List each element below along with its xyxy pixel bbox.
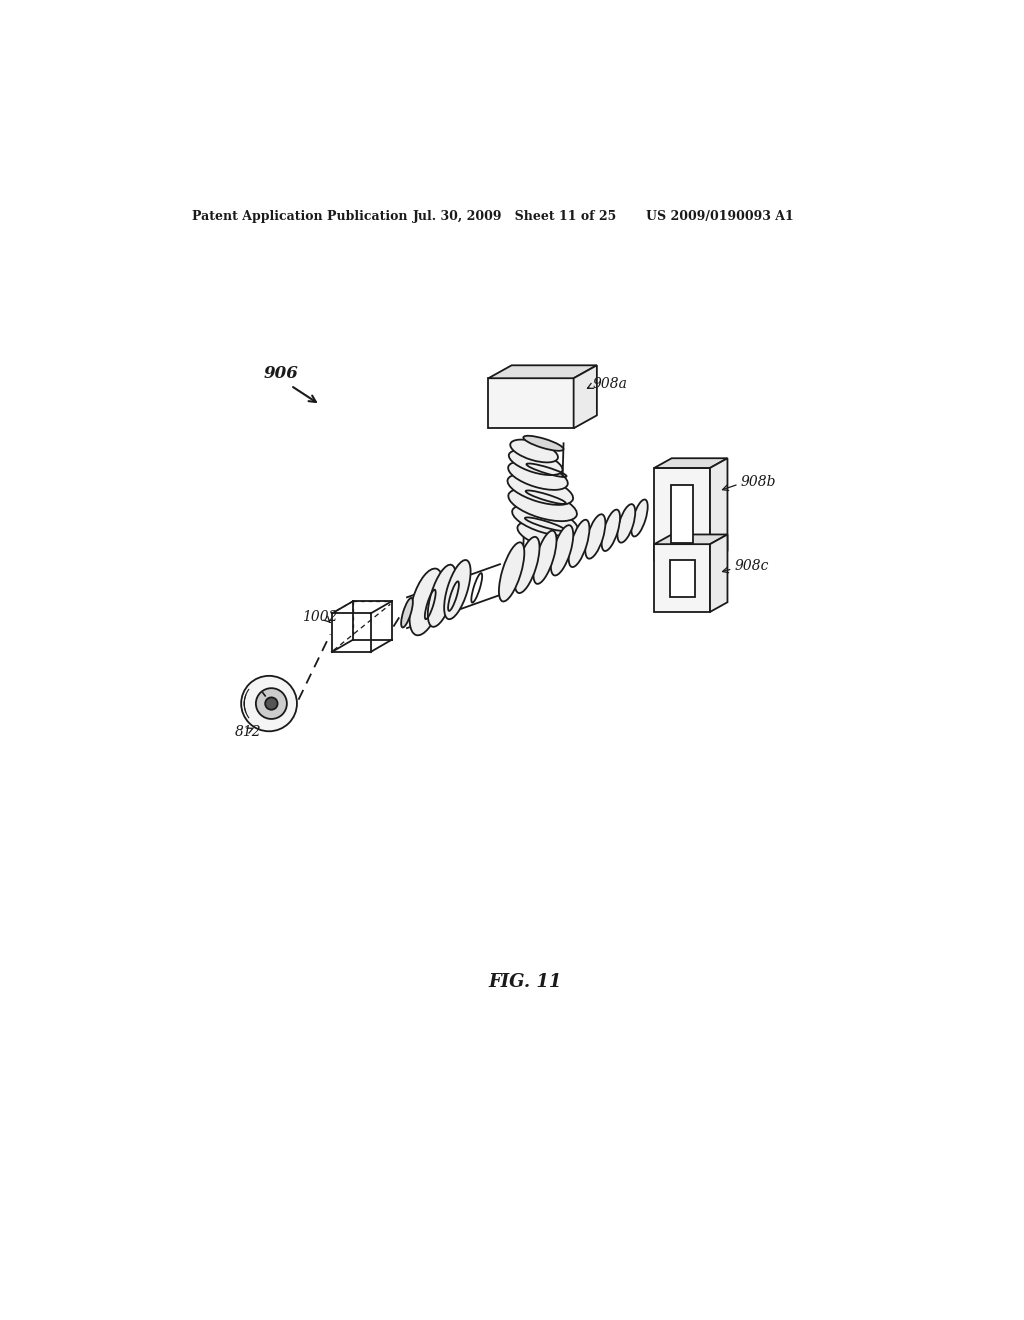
Ellipse shape (617, 504, 635, 543)
Ellipse shape (265, 697, 278, 710)
Ellipse shape (515, 537, 540, 593)
Ellipse shape (512, 506, 578, 536)
Text: 908b: 908b (740, 475, 776, 488)
Polygon shape (710, 535, 727, 612)
Ellipse shape (508, 474, 573, 504)
Text: 908a: 908a (593, 378, 628, 391)
Ellipse shape (508, 462, 568, 490)
Ellipse shape (632, 499, 648, 536)
Ellipse shape (401, 598, 413, 627)
Polygon shape (670, 560, 694, 597)
Ellipse shape (517, 521, 578, 550)
Ellipse shape (508, 488, 577, 521)
Ellipse shape (241, 676, 297, 731)
Text: Jul. 30, 2009   Sheet 11 of 25: Jul. 30, 2009 Sheet 11 of 25 (414, 210, 617, 223)
Ellipse shape (256, 688, 287, 719)
Ellipse shape (428, 565, 456, 627)
Ellipse shape (410, 569, 443, 635)
Polygon shape (654, 544, 710, 612)
Polygon shape (654, 458, 727, 469)
Ellipse shape (444, 560, 471, 619)
Text: Patent Application Publication: Patent Application Publication (191, 210, 408, 223)
Text: 908c: 908c (734, 560, 768, 573)
Text: US 2009/0190093 A1: US 2009/0190093 A1 (646, 210, 794, 223)
Polygon shape (488, 379, 573, 428)
Ellipse shape (534, 531, 556, 583)
Polygon shape (654, 469, 710, 560)
Text: 1002: 1002 (302, 610, 338, 624)
Polygon shape (672, 484, 693, 544)
Ellipse shape (523, 436, 563, 451)
Polygon shape (573, 366, 597, 428)
Polygon shape (654, 535, 727, 544)
Ellipse shape (510, 440, 558, 462)
Polygon shape (488, 366, 597, 379)
Ellipse shape (568, 520, 590, 568)
Ellipse shape (499, 543, 524, 602)
Text: 906: 906 (263, 366, 299, 383)
Text: FIG. 11: FIG. 11 (488, 973, 561, 991)
Ellipse shape (602, 510, 620, 550)
Ellipse shape (586, 515, 605, 558)
Polygon shape (710, 458, 727, 560)
Ellipse shape (509, 450, 562, 475)
Ellipse shape (551, 525, 573, 576)
Text: 812: 812 (234, 725, 261, 739)
